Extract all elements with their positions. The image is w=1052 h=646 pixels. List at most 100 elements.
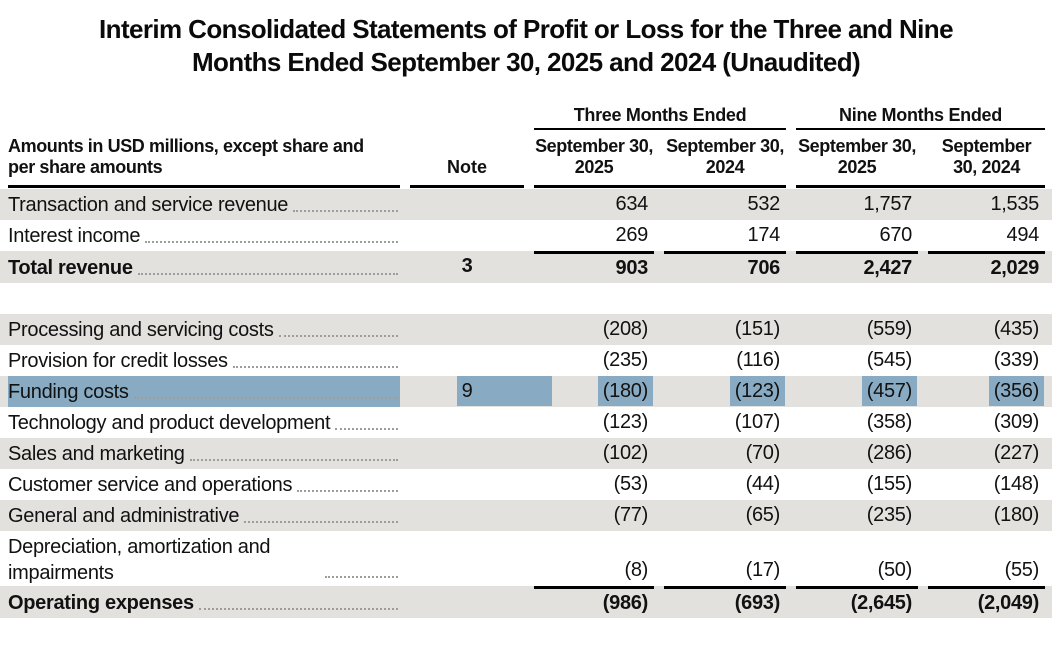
value-cell-3m-2024: 174: [664, 220, 786, 251]
value-cell-9m-2025: (155): [796, 469, 918, 500]
value-3m-2025: 903: [615, 257, 649, 279]
value-cell-3m-2025: 269: [534, 220, 654, 251]
dotted-leader: [133, 397, 398, 399]
value-9m-2025: (559): [866, 318, 913, 340]
value-cell-9m-2025: 1,757: [796, 189, 918, 220]
value-9m-2024: (356): [988, 376, 1044, 406]
row-label: Customer service and operations: [8, 474, 293, 496]
note-cell: [410, 469, 524, 500]
value-9m-2024: (2,049): [977, 592, 1040, 614]
row-label-cell: General and administrative: [8, 500, 400, 531]
row-label-cell: Sales and marketing: [8, 438, 400, 469]
row-label-cell: Customer service and operations: [8, 469, 400, 500]
value-cell-9m-2025: (286): [796, 438, 918, 469]
value-cell-9m-2025: (2,645): [796, 586, 918, 618]
group-header-three-months: Three Months Ended: [534, 105, 786, 130]
value-cell-3m-2025: (986): [534, 586, 654, 618]
value-3m-2024: (693): [734, 592, 781, 614]
value-cell-9m-2024: (2,049): [928, 586, 1045, 618]
table-row: Customer service and operations (53) (44…: [0, 469, 1052, 500]
note-cell: [410, 220, 524, 251]
table-row: Interest income 269 174 670 494: [0, 220, 1052, 251]
value-3m-2024: (116): [736, 349, 780, 371]
row-label: Provision for credit losses: [8, 350, 228, 372]
page-title-line2: Months Ended September 30, 2025 and 2024…: [191, 47, 861, 77]
value-9m-2025: (50): [877, 559, 913, 581]
row-label-cell: Total revenue: [8, 251, 400, 283]
dotted-leader: [145, 241, 398, 243]
note-column-header: Note: [410, 157, 524, 188]
value-3m-2025: (77): [613, 504, 649, 526]
value-3m-2025: (53): [613, 473, 649, 495]
row-label: Depreciation, amortization and impairmen…: [8, 536, 271, 584]
value-cell-9m-2024: (339): [928, 345, 1045, 376]
row-label-cell: Depreciation, amortization and impairmen…: [8, 531, 400, 586]
value-9m-2024: (435): [993, 318, 1040, 340]
note-cell: [410, 314, 524, 345]
row-label-cell: Provision for credit losses: [8, 345, 400, 376]
value-cell-3m-2024: (107): [664, 407, 786, 438]
table-row: Provision for credit losses (235) (116) …: [0, 345, 1052, 376]
value-3m-2025: 269: [615, 224, 649, 246]
value-cell-3m-2024: 706: [664, 251, 786, 283]
nine-months-columns: September 30, 2025 September 30, 2024: [796, 136, 1045, 188]
value-3m-2024: (44): [745, 473, 781, 495]
value-cell-9m-2025: (559): [796, 314, 918, 345]
value-cell-3m-2024: (44): [664, 469, 786, 500]
statement-table: Three Months Ended Nine Months Ended Amo…: [0, 105, 1052, 618]
value-cell-3m-2025: 634: [534, 189, 654, 220]
value-9m-2025: 1,757: [863, 193, 912, 215]
row-label-cell: Funding costs: [8, 376, 400, 407]
corner-note: Amounts in USD millions, except share an…: [8, 136, 364, 177]
value-3m-2024: (65): [745, 504, 781, 526]
row-label: Processing and servicing costs: [8, 319, 274, 341]
note-cell: [410, 586, 524, 618]
value-3m-2025: (208): [602, 318, 649, 340]
table-row: Funding costs 9 (180) (123) (457) (356): [0, 376, 1052, 407]
value-cell-9m-2025: (457): [796, 376, 918, 407]
dotted-leader: [297, 490, 398, 492]
note-cell: 3: [410, 251, 524, 283]
row-label: Sales and marketing: [8, 443, 185, 465]
value-cell-9m-2025: (545): [796, 345, 918, 376]
value-9m-2025: (457): [861, 376, 917, 406]
row-label: Operating expenses: [8, 592, 194, 614]
note-value: 9: [456, 376, 553, 406]
page-title: Interim Consolidated Statements of Profi…: [0, 0, 1052, 79]
value-9m-2025: (286): [866, 442, 913, 464]
value-3m-2024: (151): [734, 318, 781, 340]
value-9m-2025: 2,427: [863, 257, 912, 279]
value-cell-3m-2025: 903: [534, 251, 654, 283]
value-3m-2025: (102): [602, 442, 649, 464]
note-cell: [410, 438, 524, 469]
dotted-leader: [244, 521, 398, 523]
dotted-leader: [293, 210, 398, 212]
value-9m-2025: (545): [866, 349, 913, 371]
value-3m-2024: 706: [747, 257, 781, 279]
three-months-columns: September 30, 2025 September 30, 2024: [534, 136, 786, 188]
table-group-header-row: Three Months Ended Nine Months Ended: [0, 105, 1052, 130]
value-3m-2024: (17): [745, 559, 781, 581]
value-9m-2025: (155): [866, 473, 913, 495]
column-header-3m-2025: September 30, 2025: [535, 136, 653, 177]
value-cell-9m-2025: (358): [796, 407, 918, 438]
page-title-line1: Interim Consolidated Statements of Profi…: [99, 14, 954, 44]
value-cell-3m-2024: (17): [664, 555, 786, 586]
row-label: Transaction and service revenue: [8, 194, 289, 216]
value-cell-9m-2024: 2,029: [928, 251, 1045, 283]
value-cell-9m-2024: (180): [928, 500, 1045, 531]
value-9m-2024: 494: [1006, 224, 1040, 246]
dotted-leader: [325, 576, 398, 578]
table-row: Technology and product development (123)…: [0, 407, 1052, 438]
value-cell-9m-2024: (309): [928, 407, 1045, 438]
spacer-row: [0, 283, 1052, 314]
dotted-leader: [232, 366, 398, 368]
value-9m-2024: (180): [993, 504, 1040, 526]
value-cell-9m-2024: 494: [928, 220, 1045, 251]
dotted-leader: [198, 608, 398, 610]
value-3m-2025: (123): [602, 411, 649, 433]
value-cell-3m-2025: (77): [534, 500, 654, 531]
table-row: General and administrative (77) (65) (23…: [0, 500, 1052, 531]
row-label-cell: Operating expenses: [8, 586, 400, 618]
value-cell-3m-2025: (180): [534, 376, 654, 407]
